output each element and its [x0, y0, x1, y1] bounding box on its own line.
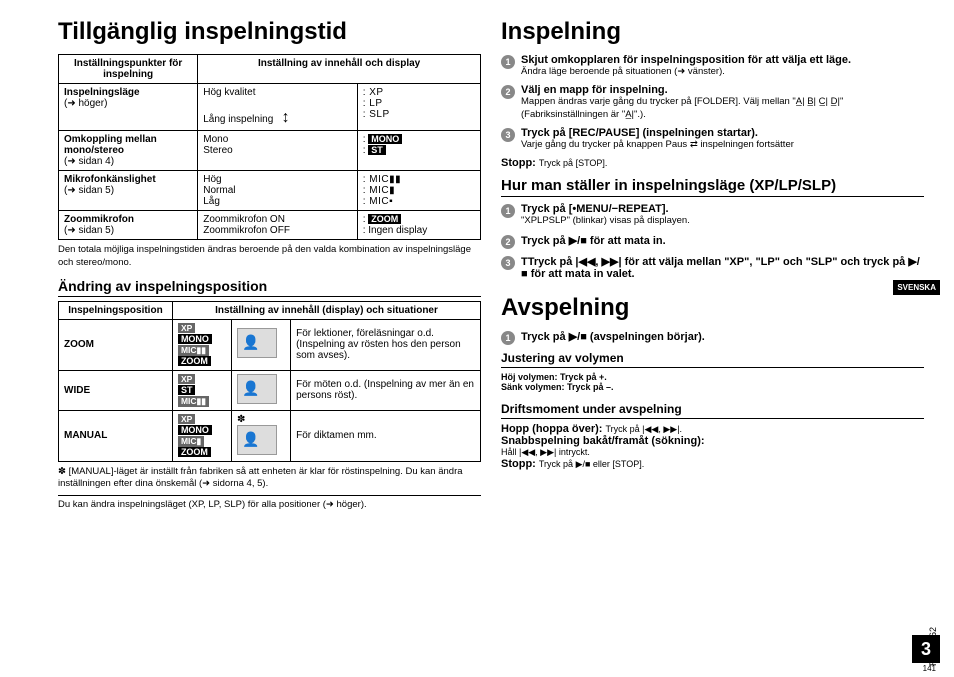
row-zoom-options: Zoommikrofon ONZoommikrofon OFF — [198, 211, 357, 240]
row-mic-options: HögNormalLåg — [198, 171, 357, 211]
pictogram-meeting — [232, 370, 291, 410]
step: 1 Skjut omkopplaren för inspelningsposit… — [501, 54, 924, 78]
hop-line: Hopp (hoppa över): Tryck på |◀◀, ▶▶|. — [501, 423, 924, 435]
position-table: Inspelningsposition Inställning av inneh… — [58, 301, 481, 462]
heading-during-playback: Driftsmoment under avspelning — [501, 402, 924, 419]
step-number: 1 — [501, 55, 515, 69]
row-zoom-display: : ZOOM: Ingen display — [357, 211, 480, 240]
step-number: 3 — [501, 128, 515, 142]
row-mode-display: : XP: LP: SLP — [357, 84, 480, 131]
step-title: Tryck på ▶/■ för att mata in. — [521, 234, 924, 247]
row-stereo-display: : MONO: ST — [357, 131, 480, 171]
row-zoom-label: Zoommikrofon(➜ sidan 5) — [59, 211, 198, 240]
pos-zoom-desc: För lektioner, föreläsningar o.d. (Inspe… — [291, 319, 481, 370]
title-recording-time: Tillgänglig inspelningstid — [58, 18, 481, 46]
note-change-mode: Du kan ändra inspelningsläget (XP, LP, S… — [58, 495, 481, 512]
step-sub: Mappen ändras varje gång du trycker på [… — [521, 96, 924, 121]
step: 1 Tryck på ▶/■ (avspelningen börjar). — [501, 330, 924, 345]
step-title: TTryck på |◀◀, ▶▶| för att välja mellan … — [521, 255, 924, 280]
step-number: 1 — [501, 331, 515, 345]
pos-manual-label: MANUAL — [59, 410, 173, 461]
stop-line: Stopp: Tryck på [STOP]. — [501, 157, 924, 169]
row-mic-display: : MIC▮▮: MIC▮: MIC▪ — [357, 171, 480, 211]
step-number: 1 — [501, 204, 515, 218]
row-stereo-options: MonoStereo — [198, 131, 357, 171]
step-sub: Varje gång du trycker på knappen Paus ⇄ … — [521, 139, 924, 151]
table1-head2: Inställning av innehåll och display — [198, 55, 481, 84]
step: 3 TTryck på |◀◀, ▶▶| för att välja mella… — [501, 255, 924, 280]
table1-head1: Inställningspunkter för inspelning — [59, 55, 198, 84]
step-number: 3 — [501, 256, 515, 270]
pos-manual-desc: För diktamen mm. — [291, 410, 481, 461]
language-tab: SVENSKA — [893, 280, 940, 295]
step-sub: Ändra läge beroende på situationen (➜ vä… — [521, 66, 924, 78]
pos-manual-badges: XPMONOMIC▮ZOOM — [172, 410, 231, 461]
step-sub: "XPLPSLP" (blinkar) visas på displayen. — [521, 215, 924, 227]
step-title: Skjut omkopplaren för inspelningspositio… — [521, 54, 924, 66]
step-title: Tryck på [REC/PAUSE] (inspelningen start… — [521, 127, 924, 139]
pos-wide-desc: För möten o.d. (Inspelning av mer än en … — [291, 370, 481, 410]
row-stereo-label: Omkoppling mellan mono/stereo(➜ sidan 4) — [59, 131, 198, 171]
seek-text: Håll |◀◀, ▶▶| intryckt. — [501, 447, 924, 458]
step: 1 Tryck på [•MENU/−REPEAT]. "XPLPSLP" (b… — [501, 203, 924, 227]
settings-table: Inställningspunkter för inspelning Instä… — [58, 54, 481, 240]
note-total-time: Den totala möjliga inspelningstiden ändr… — [58, 244, 481, 270]
seek-title: Snabbspelning bakåt/framåt (sökning): — [501, 435, 924, 447]
pos-wide-badges: XPSTMIC▮▮ — [172, 370, 231, 410]
note-manual: ✽ [MANUAL]-läget är inställt från fabrik… — [58, 466, 481, 492]
page-number-box: 3 — [912, 635, 940, 663]
step: 2 Välj en mapp för inspelning. Mappen än… — [501, 84, 924, 121]
volume-up: Höj volymen: Tryck på +. — [501, 372, 924, 382]
table2-head1: Inspelningsposition — [59, 301, 173, 319]
step-title: Tryck på [•MENU/−REPEAT]. — [521, 203, 924, 215]
heading-set-mode: Hur man ställer in inspelningsläge (XP/L… — [501, 177, 924, 197]
step-number: 2 — [501, 235, 515, 249]
row-mode-label: Inspelningsläge(➜ höger) — [59, 84, 198, 131]
step-title: Tryck på ▶/■ (avspelningen börjar). — [521, 330, 924, 343]
pos-wide-label: WIDE — [59, 370, 173, 410]
pictogram-dictation: ✽ — [232, 410, 291, 461]
step: 2 Tryck på ▶/■ för att mata in. — [501, 234, 924, 249]
pictogram-lecture — [232, 319, 291, 370]
heading-change-position: Ändring av inspelningsposition — [58, 278, 481, 297]
stop-line-2: Stopp: Tryck på ▶/■ eller [STOP]. — [501, 458, 924, 470]
row-mode-options: Hög kvalitetLång inspelning ↕ — [198, 84, 357, 131]
volume-down: Sänk volymen: Tryck på –. — [501, 382, 924, 392]
row-mic-label: Mikrofonkänslighet(➜ sidan 5) — [59, 171, 198, 211]
pos-zoom-label: ZOOM — [59, 319, 173, 370]
step: 3 Tryck på [REC/PAUSE] (inspelningen sta… — [501, 127, 924, 151]
heading-volume: Justering av volymen — [501, 351, 924, 368]
step-number: 2 — [501, 85, 515, 99]
title-playback: Avspelning — [501, 294, 924, 322]
footer-page-number: 141 — [923, 664, 936, 673]
left-column: Tillgänglig inspelningstid Inställningsp… — [58, 18, 481, 516]
title-recording: Inspelning — [501, 18, 924, 46]
table2-head2: Inställning av innehåll (display) och si… — [172, 301, 480, 319]
pos-zoom-badges: XPMONOMIC▮▮ZOOM — [172, 319, 231, 370]
step-title: Välj en mapp för inspelning. — [521, 84, 924, 96]
right-column: Inspelning 1 Skjut omkopplaren för inspe… — [501, 18, 924, 516]
